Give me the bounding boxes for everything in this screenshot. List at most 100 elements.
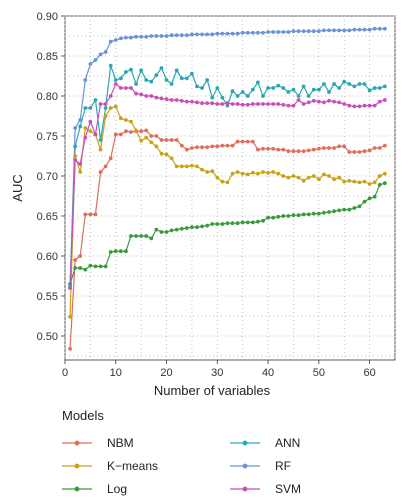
data-point-log	[159, 230, 164, 234]
data-point-rf	[327, 28, 331, 33]
y-tick-label: 0.70	[37, 171, 58, 183]
data-point-rf	[210, 32, 215, 37]
data-point-rf	[276, 30, 281, 34]
data-point-log	[73, 266, 78, 270]
data-point-k-means	[129, 119, 133, 124]
data-point-nbm	[113, 132, 118, 137]
data-point-k-means	[382, 171, 387, 176]
data-point-ann	[179, 76, 184, 81]
data-point-rf	[235, 31, 240, 36]
legend-label-nbm: NBM	[107, 436, 134, 450]
data-point-log	[362, 199, 367, 204]
data-point-rf	[118, 36, 123, 41]
legend-label-k-means: K−means	[107, 459, 158, 473]
data-point-nbm	[352, 150, 357, 154]
data-point-k-means	[134, 128, 138, 133]
x-tick-label: 10	[110, 367, 122, 379]
data-point-svm	[68, 286, 72, 290]
data-point-k-means	[190, 163, 194, 168]
data-point-svm	[281, 102, 286, 107]
data-point-k-means	[322, 172, 326, 177]
data-point-k-means	[169, 156, 174, 161]
data-point-svm	[190, 99, 194, 104]
data-point-svm	[184, 99, 189, 104]
data-point-rf	[164, 34, 169, 38]
data-point-svm	[149, 94, 154, 98]
data-point-rf	[377, 26, 382, 31]
data-point-nbm	[205, 145, 210, 150]
data-point-k-means	[200, 167, 204, 172]
data-point-rf	[372, 26, 377, 31]
data-point-svm	[195, 100, 199, 105]
data-point-rf	[200, 32, 204, 37]
data-point-ann	[169, 82, 174, 86]
data-point-rf	[174, 33, 179, 38]
data-point-k-means	[301, 178, 306, 183]
data-point-ann	[250, 87, 255, 92]
data-point-rf	[215, 31, 220, 36]
data-point-k-means	[184, 164, 189, 169]
data-point-k-means	[98, 147, 103, 152]
x-tick-label: 30	[211, 367, 223, 379]
data-point-k-means	[332, 177, 336, 182]
data-point-ann	[195, 84, 199, 89]
data-point-svm	[377, 99, 382, 104]
data-point-rf	[301, 29, 306, 34]
data-point-ann	[144, 78, 149, 82]
data-point-log	[337, 208, 342, 213]
data-point-ann	[174, 68, 179, 73]
data-point-svm	[210, 101, 215, 106]
data-point-svm	[179, 98, 184, 103]
data-point-log	[205, 223, 210, 228]
data-point-k-means	[347, 178, 352, 183]
data-point-nbm	[316, 146, 321, 151]
data-point-rf	[154, 34, 159, 38]
data-point-log	[311, 211, 316, 216]
data-point-nbm	[286, 149, 291, 154]
y-tick-label: 0.50	[37, 331, 58, 343]
data-point-k-means	[291, 174, 296, 178]
data-point-nbm	[83, 212, 88, 217]
data-point-ann	[118, 76, 123, 81]
data-point-nbm	[301, 149, 306, 154]
data-point-log	[154, 227, 159, 232]
data-point-log	[190, 225, 194, 230]
data-point-k-means	[337, 175, 342, 180]
data-point-log	[357, 204, 362, 209]
data-point-rf	[93, 58, 98, 62]
data-point-k-means	[266, 170, 270, 175]
data-point-nbm	[250, 139, 255, 144]
legend-marker-nbm	[74, 440, 80, 446]
data-point-rf	[139, 34, 144, 39]
data-point-svm	[93, 132, 98, 137]
data-point-svm	[240, 102, 245, 107]
data-point-nbm	[372, 146, 377, 150]
data-point-rf	[322, 28, 326, 33]
data-point-k-means	[276, 171, 281, 176]
data-point-rf	[134, 34, 138, 39]
data-point-k-means	[149, 140, 154, 145]
data-point-ann	[230, 89, 235, 94]
legend-marker-ann	[242, 440, 248, 446]
data-point-k-means	[261, 170, 265, 174]
data-point-log	[245, 220, 250, 225]
data-point-k-means	[377, 174, 382, 178]
data-point-svm	[256, 102, 260, 106]
data-point-log	[210, 222, 215, 226]
data-point-log	[306, 212, 311, 217]
data-point-k-means	[73, 154, 78, 158]
x-axis-ticks: 0 10 20 30 40 50 60	[62, 360, 376, 379]
data-point-nbm	[78, 254, 83, 258]
data-point-ann	[220, 95, 225, 100]
data-point-log	[149, 236, 154, 241]
data-point-svm	[261, 102, 265, 106]
data-point-log	[281, 214, 286, 218]
data-point-k-means	[230, 171, 235, 176]
data-point-ann	[271, 86, 276, 90]
data-point-nbm	[276, 147, 281, 152]
x-tick-label: 0	[62, 367, 68, 379]
data-point-log	[118, 249, 123, 254]
data-point-ann	[301, 84, 306, 89]
y-tick-label: 0.65	[37, 211, 58, 223]
data-point-rf	[190, 32, 194, 37]
